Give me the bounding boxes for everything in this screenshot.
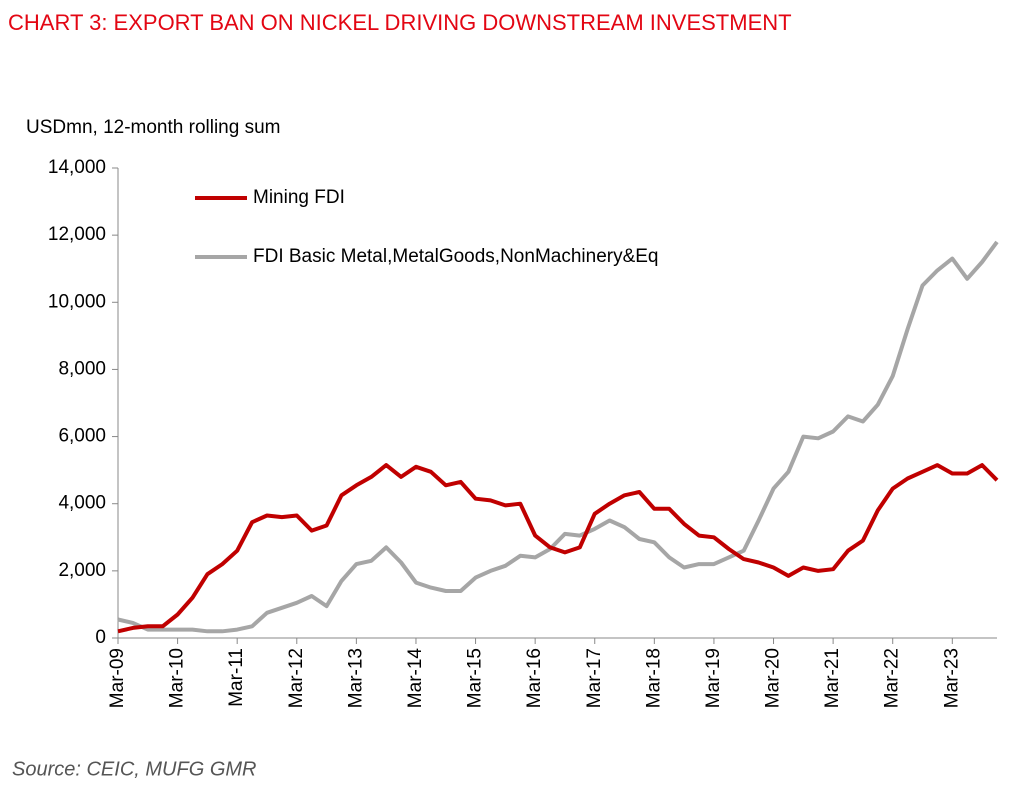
y-tick-label: 2,000 xyxy=(58,560,106,581)
source: Source: CEIC, MUFG GMR xyxy=(12,758,256,780)
y-tick-label: 0 xyxy=(95,627,106,648)
y-axis-label: USDmn, 12-month rolling sum xyxy=(26,117,280,138)
y-tick-label: 12,000 xyxy=(48,224,106,245)
y-tick-label: 4,000 xyxy=(58,493,106,514)
x-tick-label: Mar-17 xyxy=(584,648,605,708)
x-tick-label: Mar-13 xyxy=(345,648,366,708)
series-line xyxy=(117,463,999,634)
x-tick-label: Mar-10 xyxy=(167,648,188,708)
x-tick-label: Mar-15 xyxy=(465,648,486,708)
x-tick-label: Mar-19 xyxy=(703,648,724,708)
legend-label: FDI Basic Metal,MetalGoods,NonMachinery&… xyxy=(253,246,659,267)
legend-label: Mining FDI xyxy=(253,187,345,208)
x-tick-label: Mar-12 xyxy=(286,648,307,708)
x-tick-label: Mar-16 xyxy=(524,648,545,708)
x-tick-label: Mar-23 xyxy=(941,648,962,708)
x-tick-label: Mar-18 xyxy=(643,648,664,708)
x-tick-label: Mar-11 xyxy=(226,648,247,707)
x-tick-label: Mar-21 xyxy=(822,648,843,708)
x-tick-label: Mar-14 xyxy=(405,648,426,709)
chart-title: CHART 3: EXPORT BAN ON NICKEL DRIVING DO… xyxy=(8,10,792,35)
x-tick-label: Mar-22 xyxy=(882,648,903,708)
series-line xyxy=(117,240,999,634)
y-tick-label: 10,000 xyxy=(48,291,106,312)
y-tick-label: 14,000 xyxy=(48,157,106,178)
x-tick-label: Mar-20 xyxy=(763,648,784,708)
y-tick-label: 8,000 xyxy=(58,358,106,379)
x-tick-label: Mar-09 xyxy=(107,648,128,708)
y-tick-label: 6,000 xyxy=(58,426,106,447)
